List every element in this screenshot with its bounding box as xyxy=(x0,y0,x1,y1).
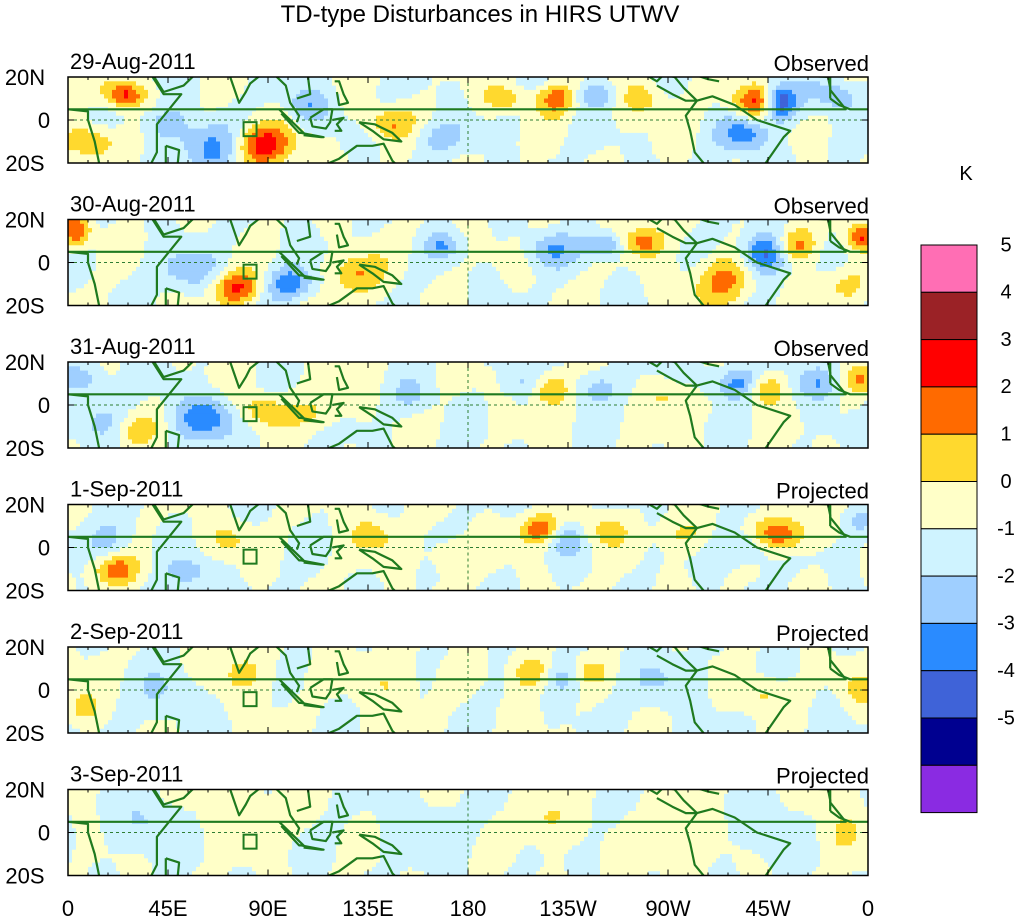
region-box xyxy=(242,406,258,423)
panel-date: 31-Aug-2011 xyxy=(70,334,196,359)
lat-tick-label: 20N xyxy=(5,208,45,233)
longitude-axis: 0 45E 90E 135E 180 135W 90W 45W 0 xyxy=(62,896,874,921)
colorbar-swatch xyxy=(920,717,978,766)
map-panel: 20N 0 20S 31-Aug-2011 Observed xyxy=(5,334,869,461)
lat-tick-label: 20N xyxy=(5,65,45,90)
colorbar-label: -3 xyxy=(997,613,1015,635)
colorbar-swatch xyxy=(920,528,978,577)
anomaly-field xyxy=(68,77,868,163)
lon-tick-label: 135E xyxy=(342,896,393,921)
lat-tick-label: 0 xyxy=(38,108,50,133)
map-panel: 20N 0 20S 3-Sep-2011 Projected xyxy=(5,762,869,889)
coastlines xyxy=(68,647,868,733)
lat-tick-label: 20N xyxy=(5,350,45,375)
region-box xyxy=(242,121,258,138)
lon-tick-label: 90W xyxy=(645,896,690,921)
coastlines xyxy=(68,504,868,591)
lat-tick-label: 20S xyxy=(5,436,44,461)
panel-date: 30-Aug-2011 xyxy=(70,192,196,217)
map-panel: 20N 0 20S 29-Aug-2011 Observed xyxy=(5,49,869,176)
colorbar-swatch xyxy=(920,339,978,388)
coastlines xyxy=(68,789,868,876)
lat-tick-label: 0 xyxy=(38,393,50,418)
colorbar-label: -2 xyxy=(997,565,1015,587)
map-panel: 20N 0 20S 2-Sep-2011 Projected xyxy=(5,619,869,746)
colorbar-label: -1 xyxy=(997,518,1015,540)
panel-status: Projected xyxy=(776,621,869,646)
coastlines xyxy=(68,362,868,448)
panel-status: Observed xyxy=(774,194,869,219)
region-box xyxy=(242,833,258,850)
coastlines xyxy=(68,77,868,163)
colorbar-label: 2 xyxy=(1000,376,1011,398)
panel-status: Observed xyxy=(774,51,869,76)
lat-tick-label: 20S xyxy=(5,864,44,889)
colorbar-swatch xyxy=(920,622,978,672)
lon-tick-label: 45W xyxy=(745,896,790,921)
panel-date: 3-Sep-2011 xyxy=(70,762,183,787)
colorbar-swatch xyxy=(920,764,978,814)
colorbar-unit: K xyxy=(959,163,973,185)
colorbar-swatch xyxy=(920,575,978,624)
colorbar-swatch xyxy=(920,670,978,719)
lon-tick-label: 90E xyxy=(248,896,287,921)
region-box xyxy=(242,691,258,708)
colorbar-label: 0 xyxy=(1000,471,1011,493)
colorbar-label: 1 xyxy=(1000,424,1011,446)
region-box xyxy=(242,263,258,280)
lat-tick-label: 20S xyxy=(5,294,44,319)
lat-tick-label: 0 xyxy=(38,821,50,846)
colorbar-label: 3 xyxy=(1000,329,1011,351)
map-panel: 20N 0 20S 30-Aug-2011 Observed xyxy=(5,192,869,319)
colorbar-label: -4 xyxy=(997,660,1015,682)
colorbar-swatch xyxy=(920,481,978,530)
panel-date: 1-Sep-2011 xyxy=(70,477,183,502)
panels: 20N 0 20S 29-Aug-2011 Observed 20N 0 20S 30-Aug-… xyxy=(5,49,869,889)
lat-tick-label: 20N xyxy=(5,635,45,660)
region-box xyxy=(242,548,258,565)
colorbar: K 5 4 3 2 1 0 -1 -2 -3 -4 -5 xyxy=(920,163,1015,814)
lat-tick-label: 20S xyxy=(5,579,44,604)
lon-tick-label: 45E xyxy=(148,896,187,921)
colorbar-swatch xyxy=(920,244,978,293)
colorbar-swatch xyxy=(920,291,978,341)
coastlines xyxy=(68,219,868,306)
lat-tick-label: 0 xyxy=(38,536,50,561)
panel-date: 2-Sep-2011 xyxy=(70,619,183,644)
lat-tick-label: 20N xyxy=(5,778,45,803)
panel-status: Observed xyxy=(774,336,869,361)
lon-tick-label: 0 xyxy=(862,896,874,921)
lat-tick-label: 20S xyxy=(5,721,44,746)
colorbar-swatch xyxy=(920,433,978,483)
lat-tick-label: 0 xyxy=(38,678,50,703)
panel-date: 29-Aug-2011 xyxy=(70,49,196,74)
lon-tick-label: 0 xyxy=(62,896,74,921)
colorbar-swatch xyxy=(920,386,978,435)
colorbar-label: 5 xyxy=(1000,234,1011,256)
lon-tick-label: 135W xyxy=(539,896,597,921)
lat-tick-label: 0 xyxy=(38,251,50,276)
lon-tick-label: 180 xyxy=(450,896,487,921)
panel-status: Projected xyxy=(776,764,869,789)
lat-tick-label: 20N xyxy=(5,493,45,518)
figure-title: TD-type Disturbances in HIRS UTWV xyxy=(281,1,680,28)
colorbar-label: 4 xyxy=(1000,282,1011,304)
colorbar-label: -5 xyxy=(997,707,1015,729)
lat-tick-label: 20S xyxy=(5,151,44,176)
panel-status: Projected xyxy=(776,479,869,504)
map-panel: 20N 0 20S 1-Sep-2011 Projected xyxy=(5,477,869,604)
